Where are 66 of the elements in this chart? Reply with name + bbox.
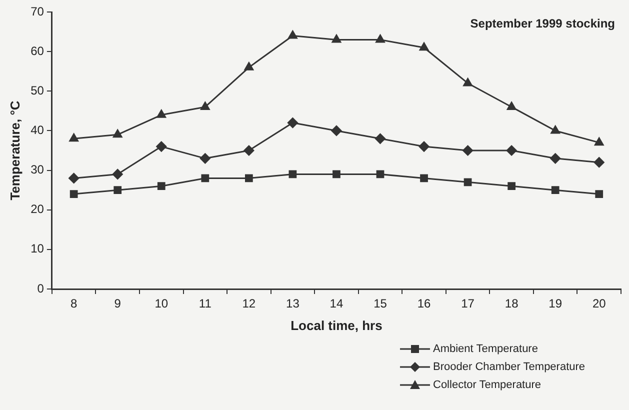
point xyxy=(551,186,560,194)
point xyxy=(244,62,254,70)
point xyxy=(112,168,123,180)
x-tick-label: 10 xyxy=(154,296,168,311)
point xyxy=(594,157,604,168)
point xyxy=(462,145,474,156)
point xyxy=(112,129,122,138)
y-tick-label: 60 xyxy=(30,44,44,58)
point xyxy=(68,172,80,184)
x-tick-label: 18 xyxy=(504,296,519,311)
legend-label: Brooder Chamber Temperature xyxy=(433,361,586,373)
y-tick-label: 70 xyxy=(30,4,44,18)
x-tick-label: 13 xyxy=(286,296,300,311)
y-tick-label: 20 xyxy=(30,202,44,216)
point xyxy=(332,170,340,178)
point xyxy=(200,102,210,110)
point xyxy=(70,190,78,198)
point xyxy=(506,102,516,110)
legend-label: Collector Temperature xyxy=(433,379,542,391)
x-tick-label: 14 xyxy=(330,296,344,311)
y-tick-label: 0 xyxy=(37,281,44,296)
x-tick-label: 9 xyxy=(114,296,122,311)
point xyxy=(287,118,298,128)
y-tick-label: 30 xyxy=(30,162,44,177)
point xyxy=(114,186,122,194)
point xyxy=(506,145,517,156)
point xyxy=(550,153,561,164)
point xyxy=(420,174,428,182)
point xyxy=(244,174,253,182)
x-tick-label: 17 xyxy=(461,296,475,311)
point xyxy=(157,182,166,190)
point xyxy=(156,110,166,118)
x-tick-label: 15 xyxy=(374,296,388,311)
legend-label: Ambient Temperature xyxy=(433,343,538,355)
point xyxy=(156,141,167,152)
point xyxy=(594,137,604,146)
point xyxy=(418,141,430,152)
point xyxy=(332,34,342,43)
x-axis-title: Local time, hrs xyxy=(290,318,382,333)
x-tick-label: 19 xyxy=(548,296,562,311)
x-tick-label: 16 xyxy=(417,296,432,311)
point xyxy=(595,190,604,198)
y-axis-title: Temperature, °C xyxy=(7,100,22,200)
point xyxy=(288,170,297,178)
point xyxy=(376,34,385,43)
x-tick-label: 12 xyxy=(242,296,256,311)
y-tick-label: 40 xyxy=(30,123,44,138)
chart-title: September 1999 stocking xyxy=(470,16,615,30)
point xyxy=(374,133,386,144)
point xyxy=(376,170,384,178)
point xyxy=(464,178,472,186)
x-tick-label: 8 xyxy=(70,296,78,311)
y-tick-label: 50 xyxy=(30,83,44,98)
x-tick-label: 20 xyxy=(592,296,606,311)
point xyxy=(288,30,298,39)
point xyxy=(200,153,210,164)
point xyxy=(201,174,210,182)
point xyxy=(419,42,429,51)
point xyxy=(508,182,516,190)
point xyxy=(550,125,560,134)
y-tick-label: 10 xyxy=(30,242,44,256)
point xyxy=(331,125,342,136)
point xyxy=(244,145,254,156)
x-tick-label: 11 xyxy=(198,296,212,311)
point xyxy=(463,78,472,86)
point xyxy=(69,133,78,142)
